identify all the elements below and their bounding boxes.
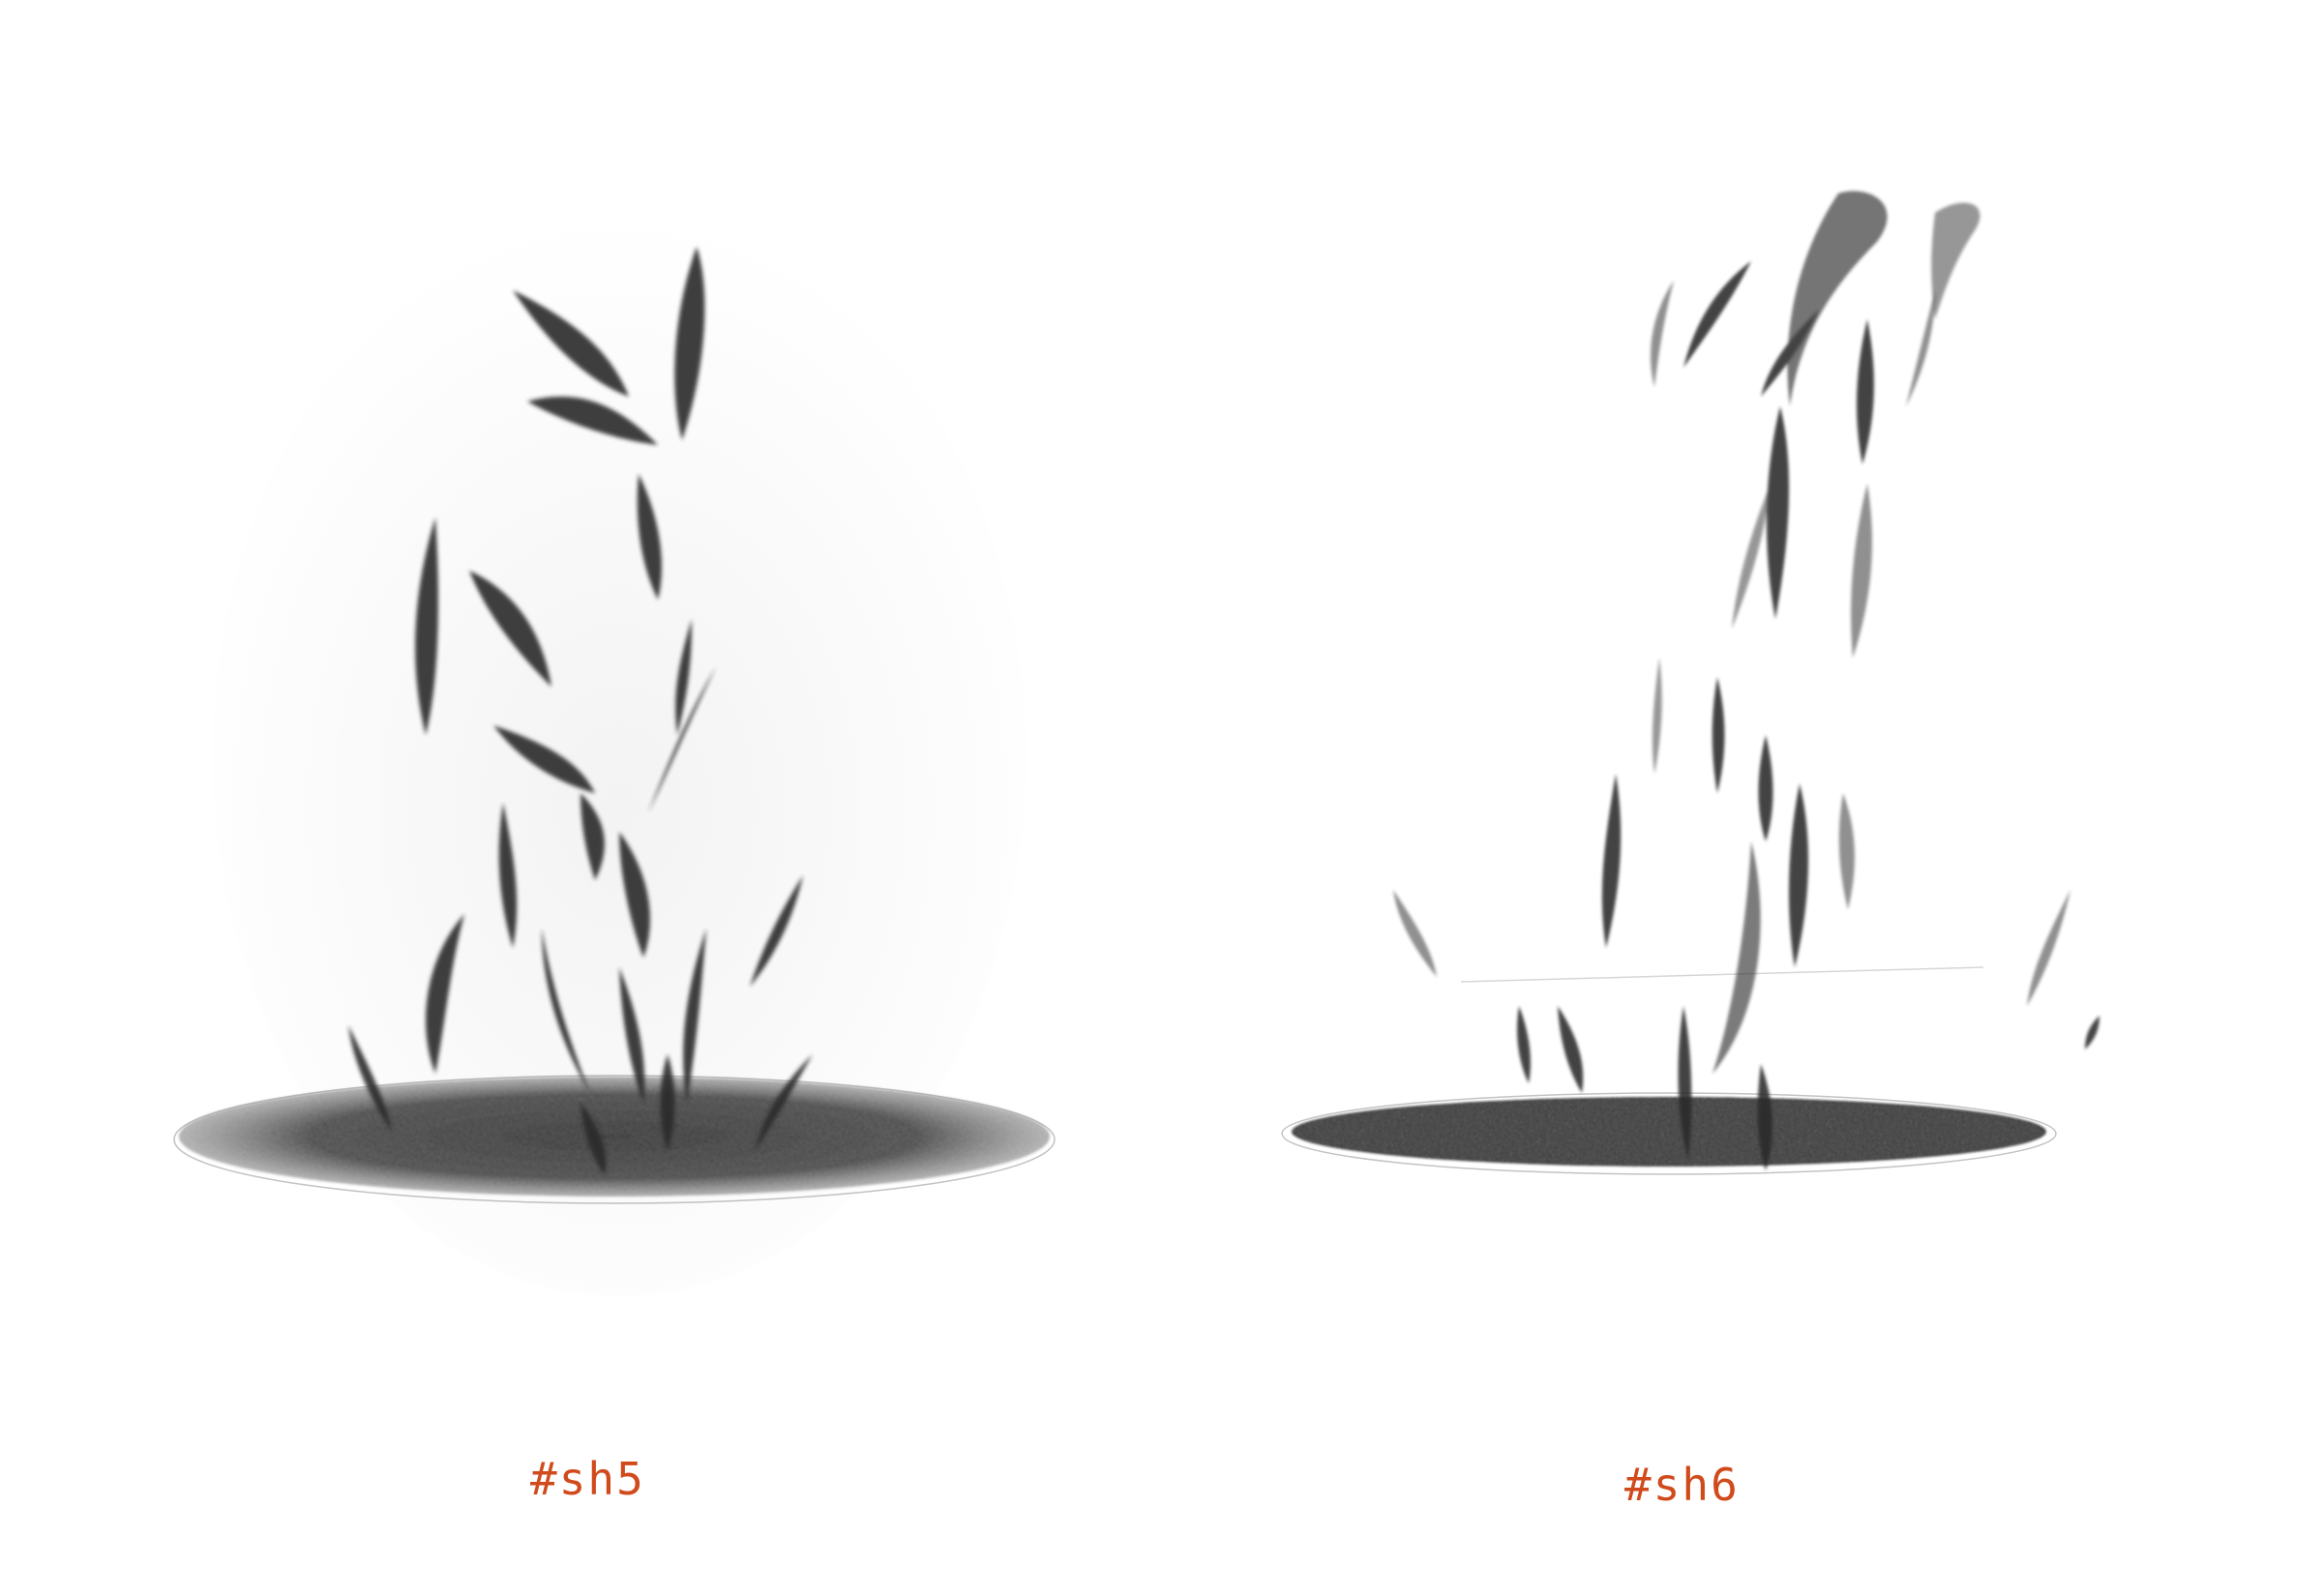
fish-school-sketch-icon (173, 213, 1056, 1296)
sketch-sh5 (0, 0, 1132, 1451)
fish-school-sketch-icon (1281, 191, 2099, 1175)
caption-sh5: #sh5 (530, 1453, 645, 1505)
caption-sh6: #sh6 (1624, 1459, 1740, 1511)
sketch-sh6 (1132, 0, 2322, 1451)
